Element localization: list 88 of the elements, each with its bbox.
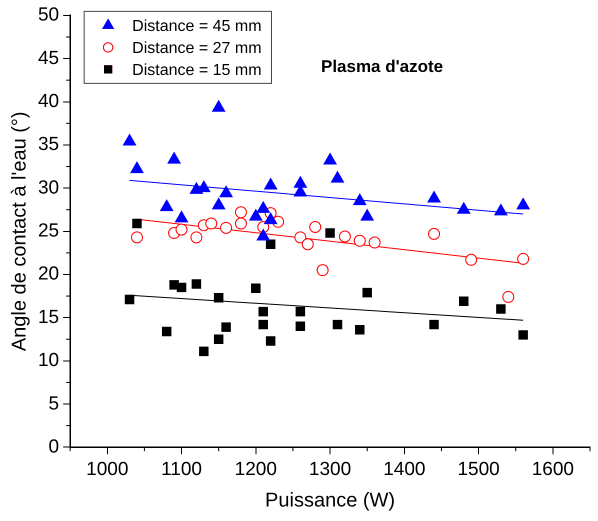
point [428,228,440,240]
legend-label: Distance = 15 mm [132,62,262,79]
point [338,230,351,242]
point [190,231,202,244]
point [429,320,439,330]
point [199,346,209,356]
point [176,282,186,292]
legend-label: Distance = 27 mm [132,40,262,57]
y-axis-title: Angle de contact à l'eau (°) [8,111,31,352]
point [465,254,478,266]
y-tick-label: 15 [38,306,60,328]
point [309,220,322,233]
point [264,212,278,224]
point [220,222,232,234]
point [330,171,344,183]
x-tick-label: 1300 [308,458,352,480]
y-tick-label: 0 [48,436,60,458]
x-tick-label: 1600 [532,458,574,480]
point [459,296,468,306]
point [502,290,514,303]
point [294,176,307,188]
point [220,186,233,198]
point [249,209,262,221]
y-tick-label: 45 [38,48,60,69]
text: Plasma d'azote [320,57,444,76]
point [130,231,143,244]
point [360,209,374,221]
point [168,152,181,164]
point [162,326,172,336]
point [176,224,188,236]
point [214,293,224,303]
x-tick-label: 1400 [383,458,426,480]
x-axis-title: Puissance (W) [265,490,396,512]
point [130,162,144,174]
x-tick-label: 1100 [161,458,202,480]
point [258,320,268,330]
point [362,288,372,298]
point [516,198,530,210]
x-tick-label: 1200 [234,458,277,480]
point [354,234,366,247]
point [132,218,142,228]
point [266,336,276,346]
point [517,252,530,265]
point [221,322,231,332]
y-tick-label: 25 [38,220,60,242]
point [518,330,528,340]
point [496,304,506,314]
y-tick-label: 10 [38,350,60,372]
point [427,190,441,202]
y-tick-label: 40 [38,90,60,112]
point [325,228,335,238]
point [457,202,470,214]
point [160,200,174,212]
y-tick-label: 30 [38,177,60,198]
point [368,236,381,249]
point [264,178,278,190]
point [124,294,134,304]
point [234,206,247,218]
y-tick-label: 50 [38,4,60,26]
point [256,201,270,213]
x-tick-label: 1500 [457,458,500,480]
point [266,240,276,249]
point [174,210,188,222]
point [214,334,224,344]
point [494,204,508,216]
y-tick-label: 5 [48,393,60,414]
point [122,134,136,146]
point [205,218,218,230]
y-tick-label: 35 [38,134,60,156]
point [294,231,306,244]
y-tick-label: 20 [38,264,60,285]
point [258,306,268,316]
point [251,284,261,294]
point [353,194,366,206]
point [302,238,314,250]
x-tick-label: 1000 [86,458,128,480]
point [212,198,226,210]
point [296,306,306,316]
point [296,322,306,332]
legend-label: Distance = 45 mm [132,18,262,35]
point [324,152,337,164]
point [212,100,226,112]
point [316,264,329,276]
point [234,218,247,230]
point [192,279,202,289]
point [256,228,270,240]
point [332,320,342,330]
point [355,325,365,334]
